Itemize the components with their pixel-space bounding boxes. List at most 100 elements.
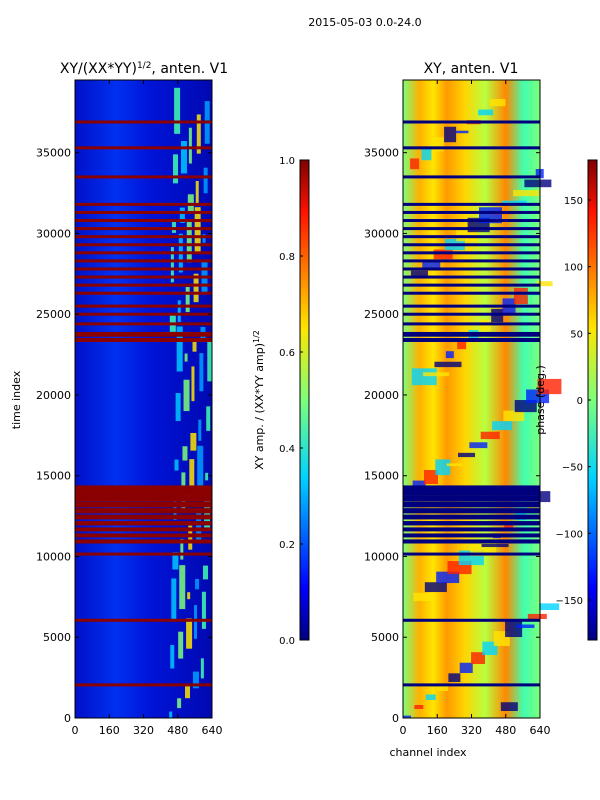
phase-colorbar-tick-label: −50: [562, 463, 583, 474]
amplitude-bright-band: [201, 591, 206, 629]
phase-flagged-row: [403, 291, 540, 295]
phase-stripe: [489, 99, 506, 107]
amplitude-bright-band: [199, 353, 204, 392]
amplitude-flagged-row: [75, 275, 212, 279]
amplitude-title: XY/(XX*YY)1/2, anten. V1: [60, 61, 228, 77]
phase-xtick-label: 320: [461, 724, 482, 737]
phase-stripe: [457, 340, 467, 350]
phase-stripe: [504, 522, 514, 530]
phase-colorbar-ticks: 150 100 50 0 −50 −100 −150: [556, 196, 591, 607]
phase-ytick-label: 0: [392, 712, 399, 725]
phase-stripe: [411, 368, 437, 386]
phase-flagged-row: [403, 501, 540, 505]
phase-colorbar-tick-label: −150: [556, 596, 583, 607]
phase-flagged-row: [403, 219, 540, 223]
amplitude-xtick-label: 640: [202, 724, 223, 737]
amplitude-flagged-row: [75, 683, 212, 687]
phase-ytick-label: 5000: [371, 631, 399, 644]
phase-stripe: [414, 705, 424, 710]
phase-stripe: [469, 442, 488, 449]
amplitude-panel: XY/(XX*YY)1/2, anten. V1 0 160 320 480 640 0 5…: [10, 61, 228, 737]
amplitude-bright-band: [197, 445, 204, 491]
phase-stripe: [536, 281, 553, 287]
amplitude-flagged-block-row: [75, 515, 212, 520]
amplitude-bright-band: [192, 671, 199, 689]
amplitude-ytick-label: 30000: [36, 227, 71, 240]
phase-stripe: [481, 543, 509, 548]
amplitude-flagged-row: [75, 235, 212, 239]
amplitude-bright-band: [186, 220, 192, 263]
phase-flagged-block-row: [403, 539, 540, 544]
phase-stripe: [422, 260, 441, 269]
amplitude-bright-band: [174, 459, 179, 471]
amplitude-flagged-row: [75, 312, 212, 316]
phase-flagged-block-row: [403, 509, 540, 514]
phase-stripe: [537, 378, 562, 395]
phase-colorbar-tick-label: 50: [570, 329, 583, 340]
amplitude-flagged-block-row: [75, 497, 212, 502]
phase-flagged-rows: [403, 120, 540, 687]
amplitude-bright-band: [200, 658, 204, 679]
amplitude-colorbar: 0.0 0.2 0.4 0.6 0.8 1.0 XY amp. / (XX*YY amp)…: [252, 156, 310, 647]
phase-flagged-row: [403, 243, 540, 247]
phase-flagged-block-row: [403, 503, 540, 508]
amplitude-bright-band: [169, 711, 173, 718]
phase-flagged-row: [403, 488, 540, 492]
phase-flagged-row: [403, 304, 540, 308]
phase-stripe: [445, 351, 454, 359]
phase-flagged-row: [403, 275, 540, 279]
phase-colorbar-tick-label: −100: [556, 529, 583, 540]
amplitude-bright-band: [176, 326, 183, 372]
phase-stripe: [423, 470, 438, 485]
phase-flagged-row: [403, 283, 540, 287]
phase-flagged-block-row: [403, 491, 540, 496]
phase-stripe: [436, 571, 460, 584]
phase-axis-ticks: 0 160 320 480 640 0 5000 10000 15000 20000 25000 30…: [364, 80, 551, 737]
phase-flagged-row: [403, 202, 540, 206]
amplitude-flagged-row: [75, 202, 212, 206]
phase-flagged-block-row: [403, 515, 540, 520]
amplitude-colorbar-tick-label: 0.8: [279, 252, 295, 263]
phase-flagged-row: [403, 683, 540, 687]
amplitude-bright-band: [193, 273, 199, 303]
phase-ytick-label: 30000: [364, 227, 399, 240]
amplitude-flagged-block-row: [75, 533, 212, 538]
amplitude-flagged-row: [75, 227, 212, 231]
phase-stripe: [403, 715, 411, 718]
phase-xtick-label: 640: [530, 724, 551, 737]
amplitude-flagged-row: [75, 267, 212, 271]
amplitude-bright-band: [203, 167, 208, 194]
phase-stripe: [432, 137, 444, 152]
amplitude-bright-band: [204, 499, 211, 530]
phase-flagged-row: [403, 227, 540, 231]
amplitude-ytick-label: 0: [64, 712, 71, 725]
phase-stripe: [500, 702, 518, 712]
phase-stripe: [410, 158, 420, 170]
amplitude-colorbar-tick-label: 0.0: [279, 636, 295, 647]
amplitude-bright-band: [196, 512, 202, 540]
amplitude-bright-band: [184, 353, 188, 362]
amplitude-bright-band: [206, 406, 211, 431]
amplitude-flagged-block-row: [75, 485, 212, 490]
phase-flagged-block-row: [403, 337, 540, 342]
amplitude-flagged-row: [75, 146, 212, 150]
phase-stripe: [423, 372, 450, 377]
amplitude-flagged-row: [75, 175, 212, 179]
amplitude-flagged-block-row: [75, 491, 212, 496]
phase-flagged-row: [403, 552, 540, 556]
phase-stripe: [513, 190, 540, 197]
phase-stripe: [478, 109, 494, 116]
amplitude-flagged-row: [75, 291, 212, 295]
phase-flagged-block-row: [403, 527, 540, 532]
amplitude-bright-band: [180, 538, 184, 560]
phase-colorbar-tick-label: 0: [577, 396, 583, 407]
amplitude-bright-band: [195, 180, 199, 204]
amplitude-flagged-block-row: [75, 337, 212, 342]
amplitude-ytick-label: 10000: [36, 550, 71, 563]
amplitude-flagged-row: [75, 251, 212, 255]
phase-flagged-block-row: [403, 521, 540, 526]
amplitude-flagged-block-row: [75, 521, 212, 526]
amplitude-ylabel: time index: [10, 370, 23, 429]
amplitude-colorbar-tick-label: 0.2: [279, 540, 295, 551]
